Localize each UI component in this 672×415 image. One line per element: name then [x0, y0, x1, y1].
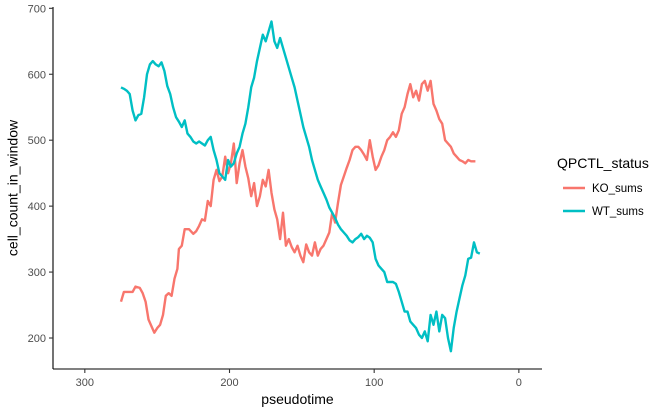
y-tick-label: 700 [28, 3, 46, 15]
y-ticks: 200 300 400 500 600 700 [28, 3, 53, 345]
legend-title: QPCTL_status [557, 155, 649, 171]
y-tick-label: 600 [28, 69, 46, 81]
series-line-wt-sums [120, 20, 481, 353]
x-tick-label: 0 [516, 377, 522, 389]
y-tick-label: 300 [28, 267, 46, 279]
x-tick-label: 200 [220, 377, 238, 389]
y-tick-label: 400 [28, 201, 46, 213]
legend-label: WT_sums [592, 206, 644, 218]
x-axis-title: pseudotime [261, 391, 334, 407]
y-tick-label: 200 [28, 333, 46, 345]
axes: 300 200 100 0 200 300 400 500 600 700 [28, 3, 542, 389]
legend-items: KO_sums WT_sums [563, 183, 644, 218]
x-tick-label: 100 [365, 377, 383, 389]
y-axis-title: cell_count_in_window [5, 119, 21, 256]
series-line-ko-sums [119, 79, 476, 334]
x-ticks: 300 200 100 0 [76, 369, 522, 389]
legend-label: KO_sums [592, 183, 643, 195]
plot-area [119, 20, 481, 353]
x-tick-label: 300 [76, 377, 94, 389]
y-tick-label: 500 [28, 135, 46, 147]
legend: QPCTL_status KO_sums WT_sums [557, 155, 649, 218]
